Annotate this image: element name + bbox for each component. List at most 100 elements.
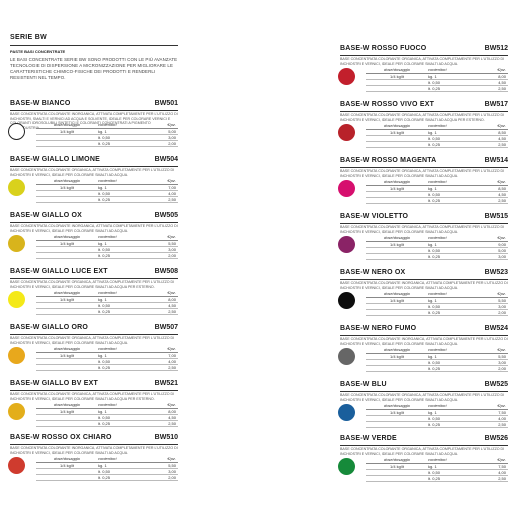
container-header: contenitori: [428, 457, 447, 462]
product-name: BASE-W ROSSO VIVO EXT: [340, 101, 435, 108]
product-description: BASE CONCENTRATA COLORANTE ORGANICA, ATT…: [340, 447, 505, 456]
price-value: 4,00: [168, 191, 176, 196]
container-header: contenitori: [98, 346, 117, 351]
price-table-header: dose/dosaggio contenitori €/pz.: [366, 235, 508, 242]
price-table-header: dose/dosaggio contenitori €/pz.: [36, 178, 178, 185]
price-value: 5,50: [168, 463, 176, 468]
price-value: 2,50: [168, 309, 176, 314]
product-card: BASE-W NERO OX BW523 BASE CONCENTRATA COLO…: [338, 269, 508, 317]
dose-value: [366, 198, 428, 203]
price-row: lt. 0,25 2,50: [366, 476, 508, 482]
product-card: BASE-W BLU BW525 BASE CONCENTRATA COLORANT…: [338, 381, 508, 429]
dose-header: dose/dosaggio: [383, 291, 411, 296]
price-table: dose/dosaggio contenitori €/pz. 1/4 kg/lt kg…: [366, 123, 508, 148]
product-description: BASE CONCENTRATA COLORANTE INORGANICA, A…: [10, 112, 178, 130]
dose-value: 1/4 kg/lt: [59, 409, 74, 414]
price-table-header: dose/dosaggio contenitori €/pz.: [366, 179, 508, 186]
dose-header: dose/dosaggio: [53, 346, 81, 351]
dose-value: [36, 197, 98, 202]
series-header: SERIE BW PASTE BASI CONCENTRATE LE BASI …: [10, 34, 178, 81]
dose-value: [36, 421, 98, 426]
product-description: BASE CONCENTRATA COLORANTE INORGANICA, A…: [10, 446, 178, 455]
price-row: lt. 0,25 2,50: [366, 86, 508, 92]
product-name: BASE-W GIALLO ORO: [10, 324, 89, 331]
card-divider: [10, 444, 178, 445]
color-swatch: [8, 179, 25, 196]
price-value: 2,00: [168, 475, 176, 480]
price-row: lt. 0,25 2,50: [36, 365, 178, 371]
container-value: kg. 1: [98, 409, 107, 414]
container-value: lt. 0,25: [98, 309, 111, 314]
color-swatch: [8, 403, 25, 420]
container-value: kg. 1: [98, 463, 107, 468]
color-swatch: [338, 458, 355, 475]
price-header: €/pz.: [167, 402, 176, 407]
product-description: BASE CONCENTRATA COLORANTE ORGANICA, ATT…: [340, 393, 505, 402]
dose-value: 1/4 kg/lt: [389, 130, 404, 135]
product-description: BASE CONCENTRATA COLORANTE ORGANICA, ATT…: [340, 57, 505, 66]
card-divider: [10, 222, 178, 223]
price-row: 1/4 kg/lt kg. 1 8,00: [366, 74, 508, 80]
price-value: 7,50: [498, 410, 506, 415]
card-divider: [340, 391, 508, 392]
container-value: lt. 0,50: [428, 80, 441, 85]
price-table: dose/dosaggio contenitori €/pz. 1/4 kg/lt kg…: [366, 457, 508, 482]
card-divider: [10, 390, 178, 391]
price-value: 8,50: [498, 130, 506, 135]
price-row: lt. 0,50 4,50: [366, 192, 508, 198]
card-divider: [10, 110, 178, 111]
dose-value: [366, 86, 428, 91]
dose-value: [366, 422, 428, 427]
product-name: BASE-W GIALLO LIMONE: [10, 156, 100, 163]
dose-value: [366, 310, 428, 315]
price-header: €/pz.: [167, 456, 176, 461]
dose-value: [36, 247, 98, 252]
container-value: kg. 1: [428, 410, 437, 415]
container-value: lt. 0,25: [428, 476, 441, 481]
container-value: lt. 0,25: [98, 253, 111, 258]
card-divider: [10, 334, 178, 335]
color-swatch: [8, 123, 25, 140]
dose-value: 1/4 kg/lt: [389, 354, 404, 359]
price-row: lt. 0,25 2,00: [366, 310, 508, 316]
dose-value: 1/4 kg/lt: [389, 298, 404, 303]
price-table: dose/dosaggio contenitori €/pz. 1/4 kg/lt kg…: [36, 402, 178, 427]
product-name: BASE-W GIALLO OX: [10, 212, 83, 219]
price-value: 3,00: [498, 254, 506, 259]
color-swatch: [338, 124, 355, 141]
price-value: 4,50: [498, 192, 506, 197]
product-name: BASE-W ROSSO FUOCO: [340, 45, 427, 52]
dose-value: [366, 476, 428, 481]
dose-header: dose/dosaggio: [383, 67, 411, 72]
product-code: BW508: [154, 268, 178, 275]
product-name: BASE-W NERO OX: [340, 269, 406, 276]
container-header: contenitori: [98, 456, 117, 461]
dose-header: dose/dosaggio: [383, 179, 411, 184]
price-row: 1/4 kg/lt kg. 1 7,50: [366, 410, 508, 416]
price-row: 1/4 kg/lt kg. 1 5,50: [366, 354, 508, 360]
price-table-header: dose/dosaggio contenitori €/pz.: [366, 123, 508, 130]
container-value: lt. 0,25: [98, 421, 111, 426]
price-table: dose/dosaggio contenitori €/pz. 1/4 kg/lt kg…: [36, 234, 178, 259]
price-table-header: dose/dosaggio contenitori €/pz.: [366, 347, 508, 354]
price-value: 2,50: [168, 421, 176, 426]
product-description: BASE CONCENTRATA COLORANTE INORGANICA, A…: [10, 224, 178, 233]
price-table: dose/dosaggio contenitori €/pz. 1/4 kg/lt kg…: [366, 403, 508, 428]
container-value: kg. 1: [428, 464, 437, 469]
card-divider: [340, 223, 508, 224]
container-header: contenitori: [98, 122, 117, 127]
container-value: kg. 1: [428, 298, 437, 303]
price-row: lt. 0,50 4,00: [36, 191, 178, 197]
price-value: 4,00: [168, 359, 176, 364]
container-header: contenitori: [428, 235, 447, 240]
price-row: lt. 0,50 3,00: [36, 135, 178, 141]
product-description: BASE CONCENTRATA COLORANTE INORGANICA, A…: [340, 337, 508, 346]
price-value: 2,50: [498, 422, 506, 427]
container-value: lt. 0,25: [428, 366, 441, 371]
price-table: dose/dosaggio contenitori €/pz. 1/4 kg/lt kg…: [366, 235, 508, 260]
dose-value: [366, 416, 428, 421]
price-header: €/pz.: [167, 234, 176, 239]
product-code: BW526: [484, 435, 508, 442]
color-swatch: [8, 291, 25, 308]
price-row: lt. 0,50 5,00: [366, 248, 508, 254]
